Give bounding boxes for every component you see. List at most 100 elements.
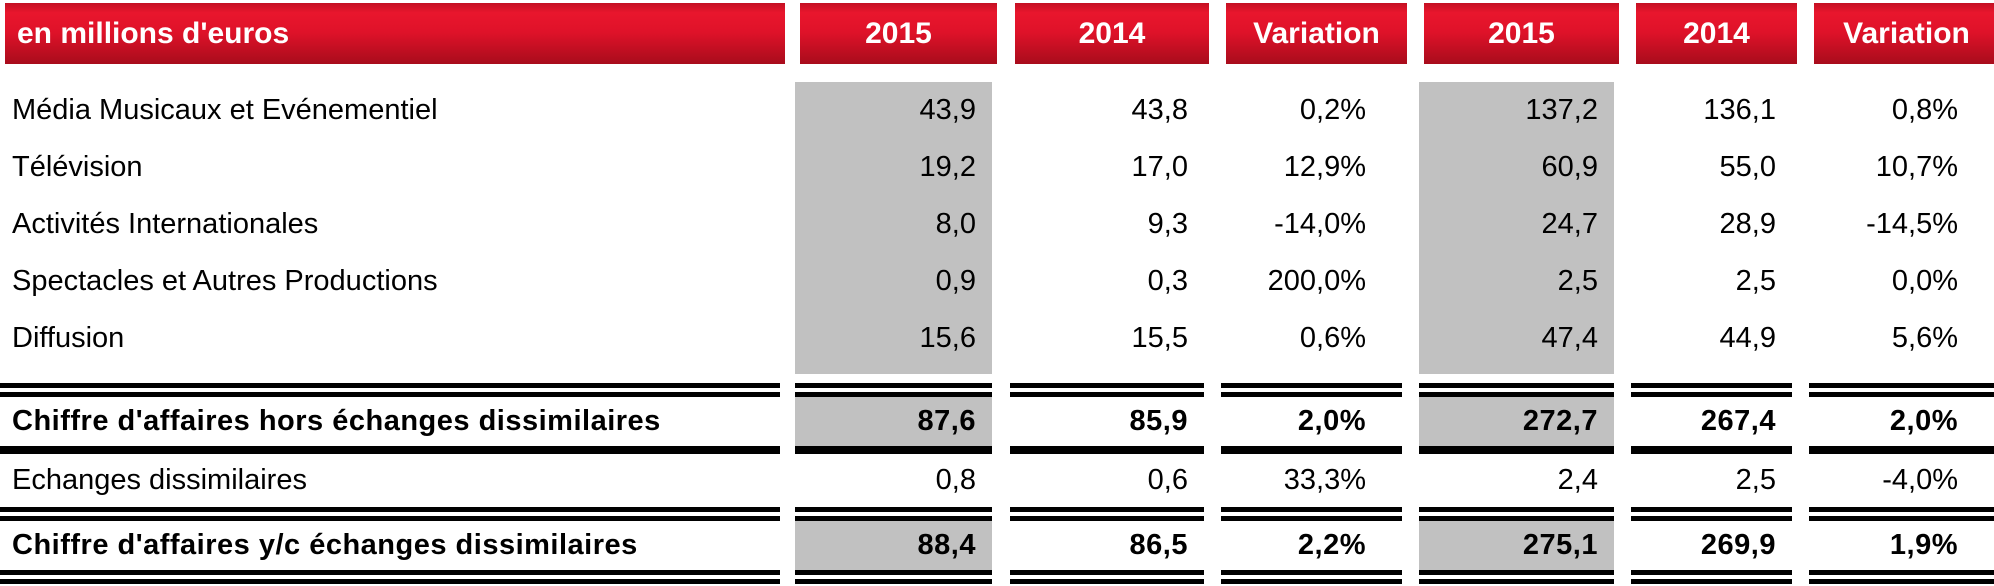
column-gap	[780, 253, 795, 310]
double-rule	[1221, 383, 1402, 397]
cell-value: 9,3	[1147, 208, 1188, 240]
row-label: Chiffre d'affaires hors échanges dissimi…	[12, 405, 661, 437]
cell-value: 269,9	[1700, 529, 1776, 561]
table-row: Média Musicaux et Evénementiel 43,9 43,8 0,…	[0, 82, 1994, 139]
cell-value: 200,0%	[1267, 265, 1366, 297]
column-gap	[992, 82, 1010, 139]
column-gap	[992, 310, 1010, 367]
double-rule	[0, 383, 780, 397]
pad-cell	[1204, 584, 1221, 586]
column-gap	[1792, 454, 1809, 507]
column-gap	[1792, 253, 1809, 310]
pad-cell	[1010, 367, 1204, 374]
column-gap	[1614, 82, 1631, 139]
rule-gap	[780, 446, 795, 454]
cell-value: 19,2	[795, 139, 992, 196]
cell-value: 0,9	[795, 253, 992, 310]
header-gap	[1209, 3, 1226, 64]
single-rule-row	[0, 446, 1994, 454]
pad-cell	[795, 374, 992, 383]
column-gap	[780, 521, 795, 570]
cell-value: 137,2	[1419, 82, 1614, 139]
column-gap	[1204, 397, 1221, 446]
table-row: Spectacles et Autres Productions 0,9 0,3 20…	[0, 253, 1994, 310]
column-gap	[1402, 310, 1419, 367]
table-row: Diffusion 15,6 15,5 0,6% 47,4 44,9 5,6%	[0, 310, 1994, 367]
single-rule	[1809, 446, 1994, 454]
column-gap	[780, 196, 795, 253]
cell-value: 2,4	[1557, 464, 1598, 496]
rule-gap	[992, 446, 1010, 454]
cell-value: 8,0	[795, 196, 992, 253]
column-gap	[1204, 196, 1221, 253]
pad-cell	[1204, 367, 1221, 374]
column-header-1: 2014	[1015, 3, 1209, 64]
column-gap	[1614, 139, 1631, 196]
column-gap	[780, 397, 795, 446]
cell-value: 275,1	[1419, 521, 1614, 570]
column-gap	[1204, 82, 1221, 139]
cell-value: 2,5	[1735, 464, 1776, 496]
pad-cell	[1792, 367, 1809, 374]
cell-value: 86,5	[1129, 529, 1188, 561]
pad-cell	[992, 584, 1010, 586]
pad-cell	[1010, 374, 1204, 383]
cell-value: 55,0	[1719, 151, 1776, 183]
cell-value: 0,6	[1147, 464, 1188, 496]
table-row: Chiffre d'affaires hors échanges dissimi…	[0, 397, 1994, 446]
header-gap	[1619, 3, 1636, 64]
column-gap	[1402, 196, 1419, 253]
column-gap	[1204, 310, 1221, 367]
pad-cell	[0, 374, 780, 383]
column-gap	[1792, 521, 1809, 570]
row-label: Echanges dissimilaires	[12, 464, 307, 496]
pad-cell	[992, 374, 1010, 383]
column-header-0: 2015	[800, 3, 997, 64]
column-gap	[1792, 397, 1809, 446]
table-row: Activités Internationales 8,0 9,3 -14,0% 24,…	[0, 196, 1994, 253]
table-row: Chiffre d'affaires y/c échanges dissimil…	[0, 521, 1994, 570]
cell-value: 44,9	[1719, 322, 1776, 354]
row-label: Spectacles et Autres Productions	[12, 265, 438, 297]
header-gap	[1797, 3, 1814, 64]
column-gap	[1402, 253, 1419, 310]
row-label: Chiffre d'affaires y/c échanges dissimil…	[12, 529, 638, 561]
pad-cell	[1614, 374, 1631, 383]
pad-cell	[1614, 584, 1631, 586]
cell-value: 87,6	[795, 397, 992, 446]
rule-gap	[992, 383, 1010, 397]
pad-cell	[1204, 374, 1221, 383]
column-gap	[992, 397, 1010, 446]
column-header-3: 2015	[1424, 3, 1619, 64]
pad-cell	[1419, 374, 1614, 383]
cell-value: 28,9	[1719, 208, 1776, 240]
column-gap	[1402, 82, 1419, 139]
cell-value: 10,7%	[1875, 151, 1958, 183]
column-gap	[1614, 521, 1631, 570]
cell-value: 1,9%	[1889, 529, 1958, 561]
double-rule	[1010, 570, 1204, 584]
pad-cell	[780, 374, 795, 383]
double-rule	[1419, 507, 1614, 521]
double-rule	[1631, 383, 1792, 397]
column-gap	[1614, 310, 1631, 367]
pad-cell	[0, 367, 780, 374]
cell-value: 272,7	[1419, 397, 1614, 446]
single-rule	[1419, 446, 1614, 454]
row-label: Média Musicaux et Evénementiel	[12, 94, 438, 126]
double-rule	[1221, 570, 1402, 584]
rule-gap	[992, 570, 1010, 584]
column-header-5: Variation	[1814, 3, 1994, 64]
rule-gap	[1792, 507, 1809, 521]
column-gap	[1204, 521, 1221, 570]
rule-gap	[780, 507, 795, 521]
double-rule	[1809, 507, 1994, 521]
column-header-4: 2014	[1636, 3, 1797, 64]
double-rule	[1010, 507, 1204, 521]
row-label: Activités Internationales	[12, 208, 319, 240]
rule-gap	[1204, 383, 1221, 397]
pad-cell	[780, 584, 795, 586]
double-rule	[1631, 507, 1792, 521]
cell-value: 0,2%	[1299, 94, 1366, 126]
